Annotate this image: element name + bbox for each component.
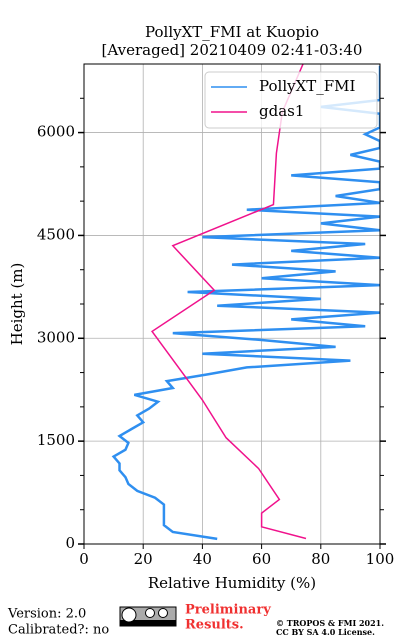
y-axis-label: Height (m) xyxy=(8,263,26,346)
x-tick-label: 20 xyxy=(134,550,153,568)
y-tick-label: 4500 xyxy=(37,225,75,243)
y-tick-label: 6000 xyxy=(37,123,75,141)
plot-content xyxy=(111,64,380,541)
x-tick-label: 100 xyxy=(366,550,395,568)
legend-label: PollyXT_FMI xyxy=(259,77,356,95)
x-axis-label: Relative Humidity (%) xyxy=(148,574,316,592)
x-tick-label: 80 xyxy=(311,550,330,568)
x-tick-label: 60 xyxy=(252,550,271,568)
legend-box xyxy=(204,71,378,129)
status: Results. xyxy=(185,618,244,633)
y-tick-label: 1500 xyxy=(37,431,75,449)
cc-logo xyxy=(119,606,177,627)
chart-title: PollyXT_FMI at Kuopio xyxy=(145,23,319,41)
y-tick-label: 3000 xyxy=(37,328,75,346)
copyright: CC BY SA 4.0 License. xyxy=(276,627,375,637)
copyright: © TROPOS & FMI 2021. xyxy=(276,618,384,628)
chart-title: [Averaged] 20210409 02:41-03:40 xyxy=(102,41,363,59)
x-tick-label: 40 xyxy=(193,550,212,568)
x-tick-label: 0 xyxy=(79,550,89,568)
legend-label: gdas1 xyxy=(259,102,304,120)
version: Version: 2.0 xyxy=(7,607,86,622)
calibrated: Calibrated?: no xyxy=(8,623,109,638)
profile-line xyxy=(111,65,380,541)
profile-line xyxy=(151,64,307,540)
y-tick-label: 0 xyxy=(65,534,75,552)
status: Preliminary xyxy=(185,603,271,618)
